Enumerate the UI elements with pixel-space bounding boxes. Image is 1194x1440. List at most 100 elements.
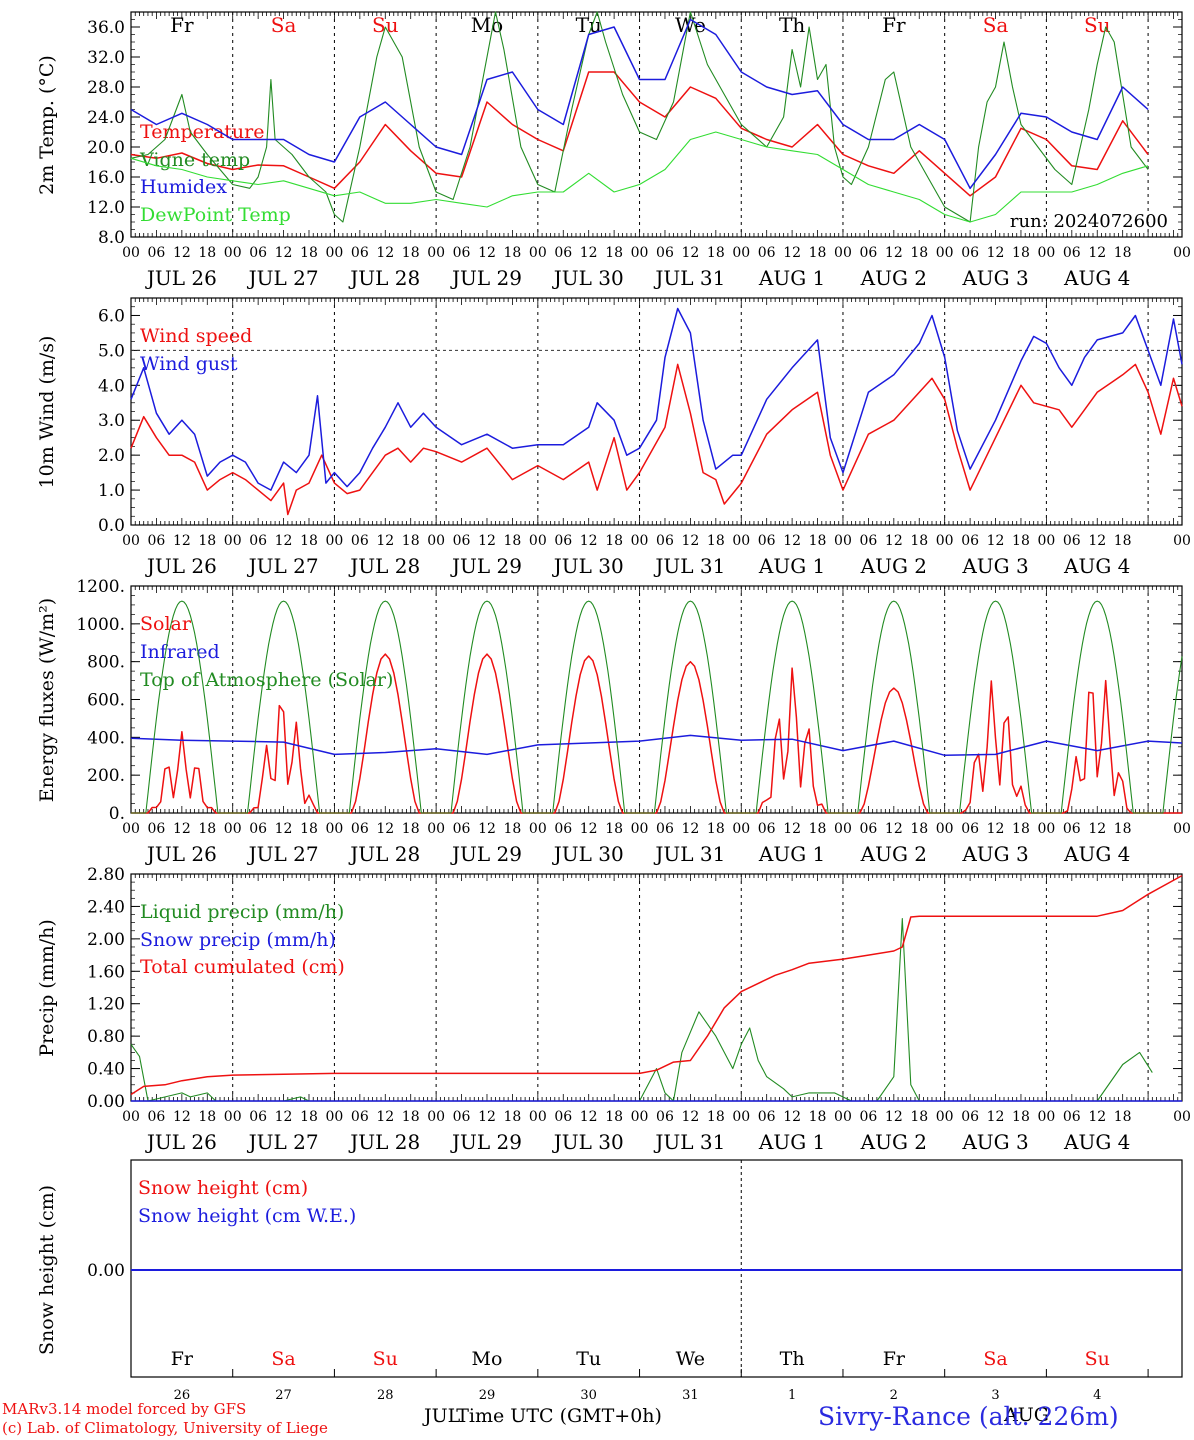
hour-tick-label: 00 (1037, 821, 1055, 837)
series-line-dewpoint-temp (130, 131, 1149, 223)
legend-entry: Top of Atmosphere (Solar) (140, 669, 393, 691)
hour-tick-label: 00 (732, 533, 750, 549)
date-label: JUL 27 (247, 266, 319, 290)
hour-tick-label: 18 (809, 245, 827, 261)
series-line-humidex (130, 18, 1149, 190)
hour-tick-label: 12 (987, 533, 1005, 549)
hour-tick-label: 06 (859, 821, 877, 837)
hour-tick-label: 06 (1063, 245, 1081, 261)
hour-tick-label: 18 (198, 245, 216, 261)
hour-tick-label: 18 (1114, 1109, 1132, 1125)
y-tick-label: 2.0 (98, 446, 125, 466)
hour-tick-label: 12 (275, 245, 293, 261)
hour-tick-label: 18 (1012, 533, 1030, 549)
series-line-top-of-atmosphere-solar- (131, 600, 1183, 814)
hour-tick-label: 00 (1037, 1109, 1055, 1125)
hour-tick-label: 00 (224, 1109, 242, 1125)
y-tick-label: 2.40 (87, 897, 125, 917)
y-axis-label: Energy fluxes (W/m²) (36, 598, 58, 802)
hour-tick-label: 00 (427, 245, 445, 261)
date-label: JUL 26 (145, 554, 217, 578)
hour-tick-label: 18 (809, 533, 827, 549)
hour-tick-label: 18 (707, 821, 725, 837)
hour-tick-label: 06 (554, 821, 572, 837)
date-label: JUL 31 (653, 1130, 725, 1154)
day-number-label: 28 (377, 1388, 394, 1403)
date-label: JUL 31 (653, 554, 725, 578)
day-number-label: 27 (275, 1388, 292, 1403)
hour-tick-label: 12 (376, 533, 394, 549)
hour-tick-label: 12 (885, 533, 903, 549)
hour-tick-label: 06 (859, 245, 877, 261)
hour-tick-label: 00 (224, 821, 242, 837)
hour-tick-label: 06 (656, 1109, 674, 1125)
hour-tick-label: 18 (198, 1109, 216, 1125)
legend-entry: Total cumulated (cm) (140, 956, 345, 978)
hour-tick-label: 00 (122, 821, 140, 837)
date-label: JUL 30 (552, 1130, 624, 1154)
hour-tick-label: 18 (1012, 821, 1030, 837)
hour-tick-label: 00 (529, 245, 547, 261)
series-line-wind-speed (130, 363, 1183, 516)
hour-tick-label: 18 (402, 1109, 420, 1125)
date-label: JUL 29 (450, 266, 522, 290)
date-label: JUL 27 (247, 842, 319, 866)
series-line-temperature (130, 71, 1149, 197)
hour-tick-label: 00 (122, 245, 140, 261)
hour-tick-label: 12 (580, 533, 598, 549)
hour-tick-label: 18 (605, 533, 623, 549)
hour-tick-label: 00 (1037, 533, 1055, 549)
date-label: JUL 29 (450, 554, 522, 578)
hour-tick-label: 06 (148, 533, 166, 549)
hour-tick-label: 12 (478, 245, 496, 261)
hour-tick-label: 06 (148, 821, 166, 837)
y-tick-label: 8.0 (98, 228, 125, 248)
hour-tick-label: 00 (529, 1109, 547, 1125)
hour-tick-label: 12 (478, 533, 496, 549)
y-tick-label: 1.20 (87, 995, 125, 1015)
y-tick-label: 5.0 (98, 341, 125, 361)
hour-tick-label: 00 (122, 533, 140, 549)
hour-tick-label: 06 (961, 1109, 979, 1125)
time-axis-label: JULTime UTC (GMT+0h) (424, 1405, 662, 1427)
hour-tick-label: 06 (249, 245, 267, 261)
y-tick-label: 6.0 (98, 306, 125, 326)
series-line-liquid-precip-mm-h- (130, 918, 1153, 1102)
hour-tick-label: 18 (503, 1109, 521, 1125)
hour-tick-label: 00 (732, 1109, 750, 1125)
hour-tick-label: 06 (758, 821, 776, 837)
date-label: AUG 1 (758, 1130, 825, 1154)
day-number-label: 4 (1093, 1388, 1101, 1403)
hour-tick-label: 12 (376, 821, 394, 837)
hour-tick-label: 18 (503, 821, 521, 837)
station-label: Sivry-Rance (alt. 226m) (818, 1402, 1119, 1431)
hour-tick-label: 12 (783, 245, 801, 261)
y-tick-label: 20.0 (87, 138, 125, 158)
hour-tick-label: 12 (1088, 821, 1106, 837)
date-label: AUG 3 (961, 266, 1028, 290)
date-label: AUG 4 (1063, 1130, 1130, 1154)
hour-tick-label: 06 (453, 1109, 471, 1125)
hour-tick-label: 12 (885, 245, 903, 261)
date-label: AUG 2 (860, 1130, 927, 1154)
y-axis-label: 10m Wind (m/s) (36, 336, 58, 489)
y-tick-label: 28.0 (87, 78, 125, 98)
hour-tick-label: 06 (453, 533, 471, 549)
hour-tick-label: 00 (529, 821, 547, 837)
hour-tick-label: 00 (326, 533, 344, 549)
hour-tick-label: 06 (554, 245, 572, 261)
hour-tick-label: 18 (402, 821, 420, 837)
hour-tick-label: 12 (580, 245, 598, 261)
hour-tick-label: 00 (732, 821, 750, 837)
weekday-label: Su (1084, 13, 1111, 37)
hour-tick-label: 12 (783, 533, 801, 549)
hour-tick-label: 06 (859, 1109, 877, 1125)
hour-tick-label: 18 (198, 533, 216, 549)
hour-tick-label: 12 (275, 533, 293, 549)
hour-tick-label: 06 (758, 533, 776, 549)
hour-tick-label: 06 (1063, 821, 1081, 837)
date-label: JUL 28 (348, 266, 420, 290)
weekday-label: Th (779, 13, 805, 37)
date-label: AUG 1 (758, 842, 825, 866)
hour-tick-label: 18 (503, 533, 521, 549)
